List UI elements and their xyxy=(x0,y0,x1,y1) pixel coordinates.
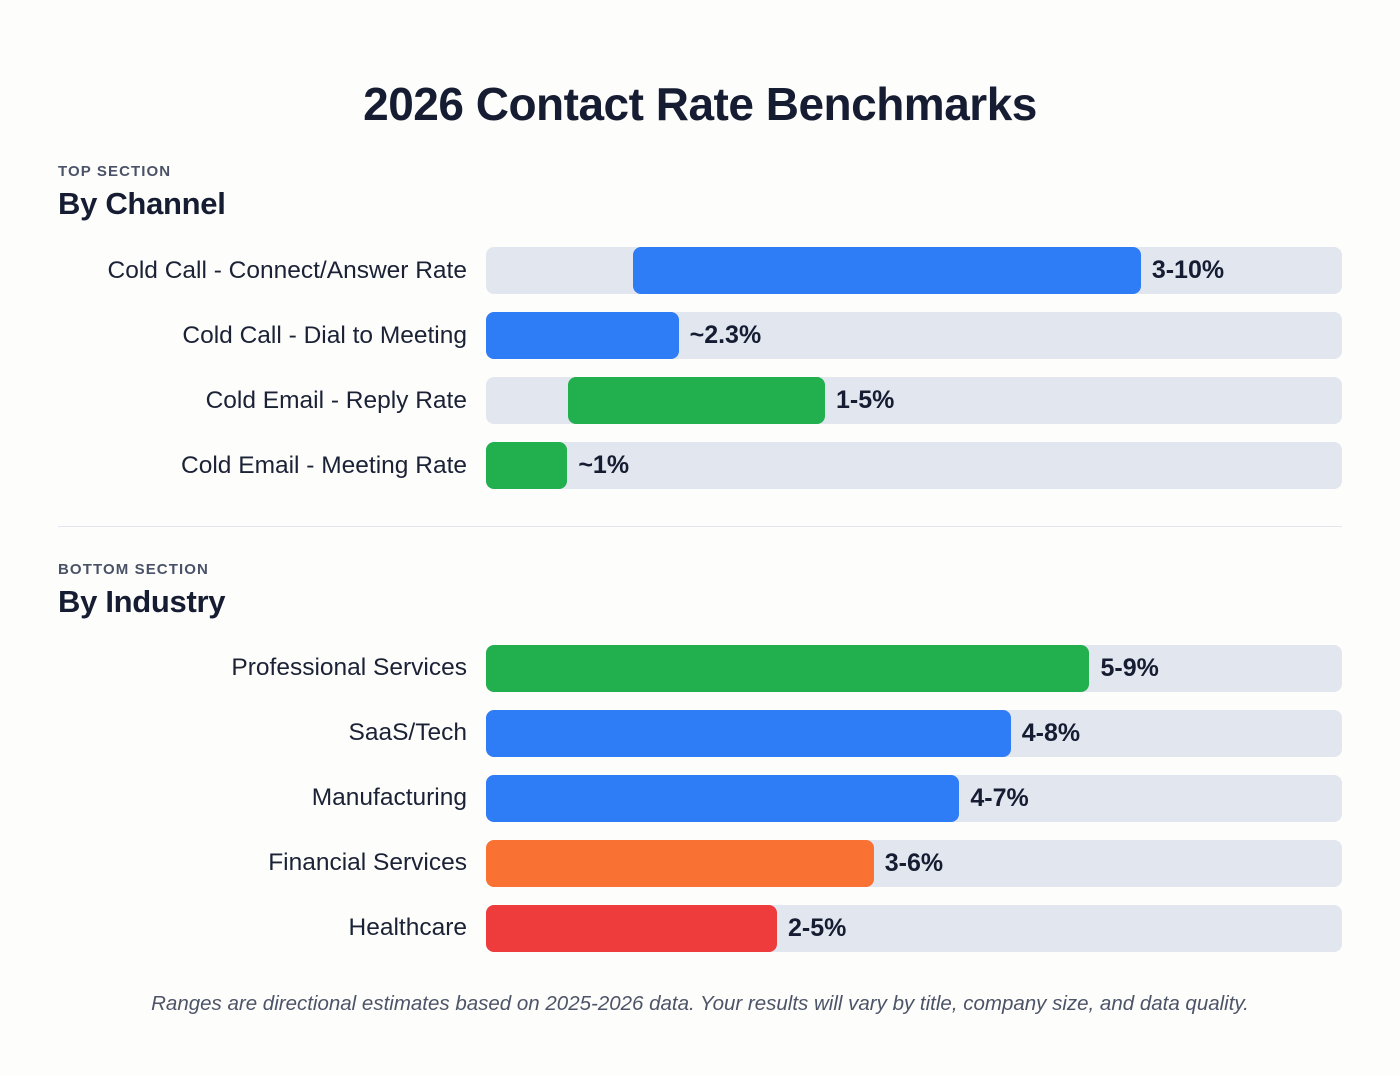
bar-row-label: SaaS/Tech xyxy=(348,719,468,747)
bar-fill xyxy=(486,839,874,887)
section-eyebrow-top: TOP SECTION xyxy=(58,163,172,181)
bar-value-label: 3-10% xyxy=(1151,256,1225,285)
bar-row-label: Professional Services xyxy=(231,654,467,682)
bar-value-label: 2-5% xyxy=(788,913,847,942)
bar-row-label: Healthcare xyxy=(348,914,467,942)
section-header-industry: BOTTOM SECTION By Industry xyxy=(58,561,1342,620)
bar-fill xyxy=(568,377,825,425)
bar-track: ~1% xyxy=(486,442,1342,490)
bar-value-label: 4-8% xyxy=(1021,718,1081,747)
bar-fill xyxy=(486,904,778,952)
bar-row-label: Cold Email - Reply Rate xyxy=(205,386,467,414)
bar-value-label: 4-7% xyxy=(970,783,1029,812)
bar-row: Cold Email - Reply Rate 1-5% xyxy=(58,368,1342,433)
section-eyebrow-bottom: BOTTOM SECTION xyxy=(58,561,209,579)
bar-track: 3-10% xyxy=(486,247,1342,295)
bar-track: 4-8% xyxy=(486,709,1342,757)
bar-fill xyxy=(486,709,1011,757)
bar-row: Healthcare 2-5% xyxy=(58,896,1342,961)
bar-row: Cold Call - Connect/Answer Rate 3-10% xyxy=(58,238,1342,303)
bar-track: 5-9% xyxy=(486,644,1342,692)
bar-value-label: ~1% xyxy=(578,451,630,480)
bar-value-label: ~2.3% xyxy=(689,321,762,350)
bar-row-label: Cold Call - Connect/Answer Rate xyxy=(107,256,468,284)
bar-track: 2-5% xyxy=(486,904,1342,952)
bar-row-label: Cold Email - Meeting Rate xyxy=(181,451,467,479)
bar-row: Cold Call - Dial to Meeting ~2.3% xyxy=(58,303,1342,368)
benchmark-infographic: 2026 Contact Rate Benchmarks TOP SECTION… xyxy=(0,31,1400,1076)
bar-value-label: 5-9% xyxy=(1100,653,1159,682)
bar-fill xyxy=(486,644,1090,692)
bar-row: Cold Email - Meeting Rate ~1% xyxy=(58,433,1342,498)
bar-fill xyxy=(486,442,568,490)
section-title-channel: By Channel xyxy=(58,186,226,222)
section-title-industry: By Industry xyxy=(58,584,226,620)
bar-track: ~2.3% xyxy=(486,312,1342,360)
footnote: Ranges are directional estimates based o… xyxy=(151,991,1249,1015)
bar-track: 3-6% xyxy=(486,839,1342,887)
section-by-industry: BOTTOM SECTION By Industry Professional … xyxy=(0,561,1400,961)
bar-track: 1-5% xyxy=(486,377,1342,425)
bar-row: Professional Services 5-9% xyxy=(58,636,1342,701)
bar-row-label: Manufacturing xyxy=(311,784,467,812)
bar-fill xyxy=(486,774,960,822)
bar-row-label: Cold Call - Dial to Meeting xyxy=(182,321,467,349)
bar-fill xyxy=(486,312,679,360)
bar-list-industry: Professional Services 5-9% SaaS/Tech 4-8% Ma… xyxy=(58,636,1342,961)
section-header-channel: TOP SECTION By Channel xyxy=(58,163,1342,222)
page-title: 2026 Contact Rate Benchmarks xyxy=(363,77,1037,130)
section-divider xyxy=(58,526,1342,528)
bar-row-label: Financial Services xyxy=(268,849,467,877)
bar-row: Manufacturing 4-7% xyxy=(58,766,1342,831)
bar-row: SaaS/Tech 4-8% xyxy=(58,701,1342,766)
bar-list-channel: Cold Call - Connect/Answer Rate 3-10% Cold… xyxy=(58,238,1342,498)
bar-value-label: 3-6% xyxy=(884,848,944,877)
section-by-channel: TOP SECTION By Channel Cold Call - Conne… xyxy=(0,163,1400,498)
bar-fill xyxy=(633,247,1141,295)
bar-row: Financial Services 3-6% xyxy=(58,831,1342,896)
bar-value-label: 1-5% xyxy=(835,386,895,415)
bar-track: 4-7% xyxy=(486,774,1342,822)
